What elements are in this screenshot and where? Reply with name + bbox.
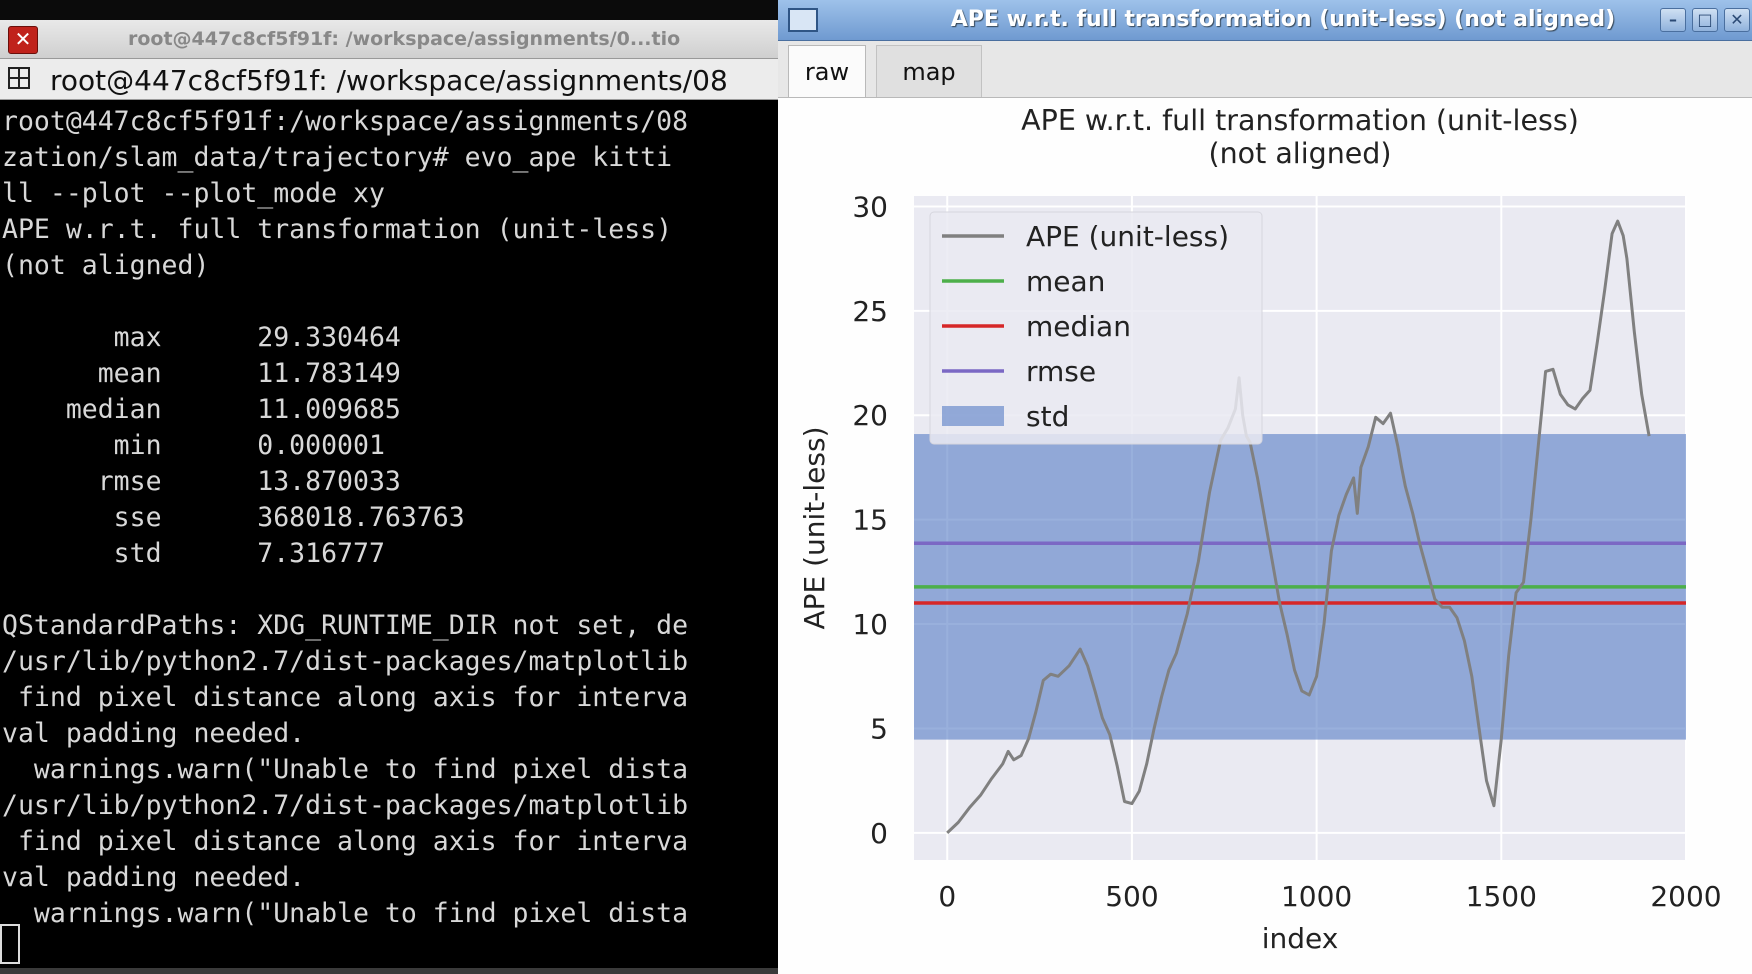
terminal-line: /usr/lib/python2.7/dist-packages/matplot… (2, 790, 689, 821)
ape-chart[interactable]: 0 500 1000 1500 2000 0 5 10 15 20 25 30 APE w.r.t. f… (778, 98, 1752, 974)
close-icon[interactable]: ✕ (8, 26, 38, 54)
terminal-line: mean 11.783149 (2, 358, 401, 389)
terminal-line: zation/slam_data/trajectory# evo_ape kit… (2, 142, 689, 173)
plot-window[interactable]: APE w.r.t. full transformation (unit-les… (778, 0, 1752, 974)
chart-title-line: APE w.r.t. full transformation (unit-les… (1021, 104, 1579, 137)
x-axis-label: index (1262, 922, 1339, 955)
terminal-tab-label: root@447c8cf5f91f: /workspace/assignment… (50, 65, 728, 97)
terminal-line: (not aligned) (2, 250, 210, 281)
legend-label: rmse (1026, 355, 1096, 388)
terminal-line: max 29.330464 (2, 322, 401, 353)
terminal-line (2, 572, 776, 608)
terminal-line: val padding needed. (2, 862, 306, 893)
legend-label: median (1026, 310, 1131, 343)
legend-label: std (1026, 400, 1069, 433)
terminal-line: std 7.316777 (2, 538, 385, 569)
legend-swatch-std (942, 406, 1004, 426)
plot-tab-bar: raw map (778, 41, 1752, 98)
terminal-line: sse 368018.763763 (2, 502, 465, 533)
terminal-output[interactable]: root@447c8cf5f91f:/workspace/assignments… (2, 104, 776, 972)
minimize-icon[interactable]: – (1660, 8, 1686, 32)
terminal-line: APE w.r.t. full transformation (unit-les… (2, 214, 673, 245)
y-tick-label: 0 (870, 817, 888, 850)
y-tick-label: 5 (870, 712, 888, 745)
terminal-titlebar[interactable]: ✕ root@447c8cf5f91f: /workspace/assignme… (0, 20, 778, 59)
figure-canvas[interactable]: 0 500 1000 1500 2000 0 5 10 15 20 25 30 APE w.r.t. f… (778, 98, 1752, 974)
terminal-line: val padding needed. (2, 718, 306, 749)
terminal-line: root@447c8cf5f91f:/workspace/assignments… (2, 106, 689, 137)
x-tick-label: 2000 (1650, 880, 1721, 913)
terminal-line: ll --plot --plot_mode xy (2, 178, 385, 209)
terminal-tab-icon (8, 67, 30, 89)
terminal-line (2, 284, 776, 320)
y-tick-label: 20 (852, 399, 888, 432)
plot-window-titlebar[interactable]: APE w.r.t. full transformation (unit-les… (778, 0, 1752, 41)
y-tick-label: 25 (852, 295, 888, 328)
legend-box (929, 211, 1263, 445)
terminal-line: rmse 13.870033 (2, 466, 401, 497)
y-axis-label: APE (unit-less) (798, 426, 831, 629)
y-tick-label: 30 (852, 190, 888, 223)
close-icon[interactable]: ✕ (1724, 8, 1750, 32)
terminal-window-title: root@447c8cf5f91f: /workspace/assignment… (128, 28, 681, 50)
tab-map[interactable]: map (876, 45, 982, 97)
terminal-line: find pixel distance along axis for inter… (2, 826, 689, 857)
terminal-line: find pixel distance along axis for inter… (2, 682, 689, 713)
x-tick-label: 1500 (1466, 880, 1537, 913)
terminal-line: QStandardPaths: XDG_RUNTIME_DIR not set,… (2, 610, 689, 641)
maximize-icon[interactable]: □ (1692, 8, 1718, 32)
y-tick-label: 10 (852, 608, 888, 641)
x-tick-label: 500 (1105, 880, 1158, 913)
terminal-line: warnings.warn("Unable to find pixel dist… (2, 898, 689, 929)
terminal-line: /usr/lib/python2.7/dist-packages/matplot… (2, 646, 689, 677)
terminal-window[interactable]: ✕ root@447c8cf5f91f: /workspace/assignme… (0, 20, 778, 974)
y-tick-label: 15 (852, 504, 888, 537)
legend-label: mean (1026, 265, 1105, 298)
terminal-line: min 0.000001 (2, 430, 385, 461)
terminal-line: median 11.009685 (2, 394, 401, 425)
x-tick-label: 0 (938, 880, 956, 913)
window-icon (788, 8, 818, 32)
ape-series-line[interactable] (946, 219, 1651, 834)
terminal-line: warnings.warn("Unable to find pixel dist… (2, 754, 689, 785)
plot-window-title: APE w.r.t. full transformation (unit-les… (950, 7, 1616, 32)
legend-label: APE (unit-less) (1026, 220, 1229, 253)
chart-title-line: (not aligned) (1208, 137, 1391, 170)
terminal-cursor (0, 924, 20, 964)
terminal-bottom-bar (0, 968, 778, 974)
terminal-tab[interactable]: root@447c8cf5f91f: /workspace/assignment… (0, 59, 778, 100)
x-tick-label: 1000 (1281, 880, 1352, 913)
tab-raw[interactable]: raw (788, 45, 866, 97)
